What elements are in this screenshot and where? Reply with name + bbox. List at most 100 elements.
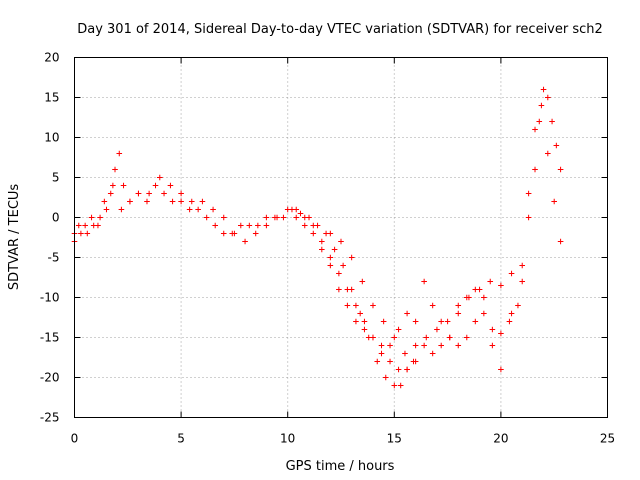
x-tick-label: 25	[600, 432, 615, 446]
x-axis-label: GPS time / hours	[286, 459, 395, 474]
data-point	[97, 214, 103, 221]
data-point	[210, 206, 216, 213]
data-point	[374, 358, 381, 365]
data-point	[178, 190, 184, 197]
data-point	[438, 342, 445, 349]
data-point	[75, 222, 82, 229]
data-point	[391, 382, 398, 389]
data-point	[412, 358, 419, 365]
data-point	[506, 318, 513, 325]
data-series-track-1	[71, 150, 417, 389]
data-point	[78, 230, 84, 237]
data-point	[412, 318, 419, 325]
data-point	[107, 190, 114, 197]
y-tick-label: 5	[52, 171, 60, 185]
data-point	[84, 230, 91, 237]
axis-ticks	[74, 57, 608, 418]
data-point	[331, 246, 338, 253]
data-point	[551, 198, 557, 205]
data-point	[444, 318, 451, 325]
data-point	[255, 222, 261, 229]
data-point	[455, 342, 462, 349]
data-point	[404, 366, 410, 373]
data-point	[353, 318, 359, 325]
data-point	[116, 150, 123, 157]
data-point	[378, 350, 385, 357]
data-point	[429, 350, 436, 357]
data-point	[395, 366, 402, 373]
data-point	[284, 206, 291, 213]
data-point	[118, 206, 125, 213]
data-point	[252, 230, 259, 237]
data-point	[446, 334, 453, 341]
data-point	[274, 214, 280, 221]
data-point	[489, 342, 496, 349]
data-point	[338, 238, 344, 245]
data-point	[498, 366, 504, 373]
y-tick-label: -5	[48, 251, 60, 265]
data-point	[557, 238, 564, 245]
data-point	[549, 118, 555, 125]
data-point	[387, 358, 393, 365]
data-point	[472, 318, 479, 325]
data-point	[545, 94, 551, 101]
data-point	[378, 342, 385, 349]
data-point	[498, 330, 504, 337]
data-point	[293, 214, 300, 221]
y-tick-label: 20	[44, 51, 59, 65]
data-point	[553, 142, 560, 149]
data-point	[538, 102, 545, 109]
data-point	[361, 318, 368, 325]
data-point	[387, 342, 393, 349]
data-point	[421, 278, 427, 285]
data-point	[112, 166, 118, 173]
data-point	[344, 302, 351, 309]
data-point	[421, 342, 427, 349]
data-point	[404, 310, 410, 317]
data-point	[344, 286, 351, 293]
data-point	[525, 214, 532, 221]
data-point	[319, 246, 325, 253]
data-point	[348, 254, 355, 261]
data-point	[101, 198, 108, 205]
data-point	[519, 278, 526, 285]
data-point	[382, 374, 389, 381]
data-point	[434, 326, 440, 333]
data-point	[498, 282, 504, 289]
data-point	[301, 222, 308, 229]
plot-frame	[74, 57, 608, 418]
data-point	[297, 210, 304, 217]
y-tick-label: -20	[40, 371, 60, 385]
data-point	[455, 302, 462, 309]
y-axis-label: SDTVAR / TECUs	[7, 184, 22, 291]
data-point	[242, 238, 248, 245]
data-point	[357, 310, 363, 317]
y-tick-label: -15	[40, 331, 60, 345]
data-point	[199, 198, 206, 205]
y-tick-label: 0	[52, 211, 60, 225]
data-point	[178, 198, 184, 205]
y-tick-label: -25	[40, 411, 60, 425]
data-point	[402, 350, 408, 357]
data-point	[169, 198, 176, 205]
data-point	[536, 118, 543, 125]
data-point	[466, 294, 472, 301]
grid	[74, 57, 608, 418]
data-point	[280, 214, 287, 221]
data-point	[327, 254, 334, 261]
data-point	[195, 206, 201, 213]
data-point	[167, 182, 174, 189]
data-point	[144, 198, 150, 205]
data-point	[476, 286, 483, 293]
data-point	[327, 230, 334, 237]
data-point	[319, 238, 325, 245]
data-point	[532, 166, 538, 173]
data-point	[327, 262, 334, 269]
data-series-track-3	[293, 214, 521, 357]
data-point	[88, 214, 95, 221]
data-point	[127, 198, 133, 205]
data-point	[263, 214, 270, 221]
data-point	[220, 214, 227, 221]
data-point	[532, 126, 538, 133]
